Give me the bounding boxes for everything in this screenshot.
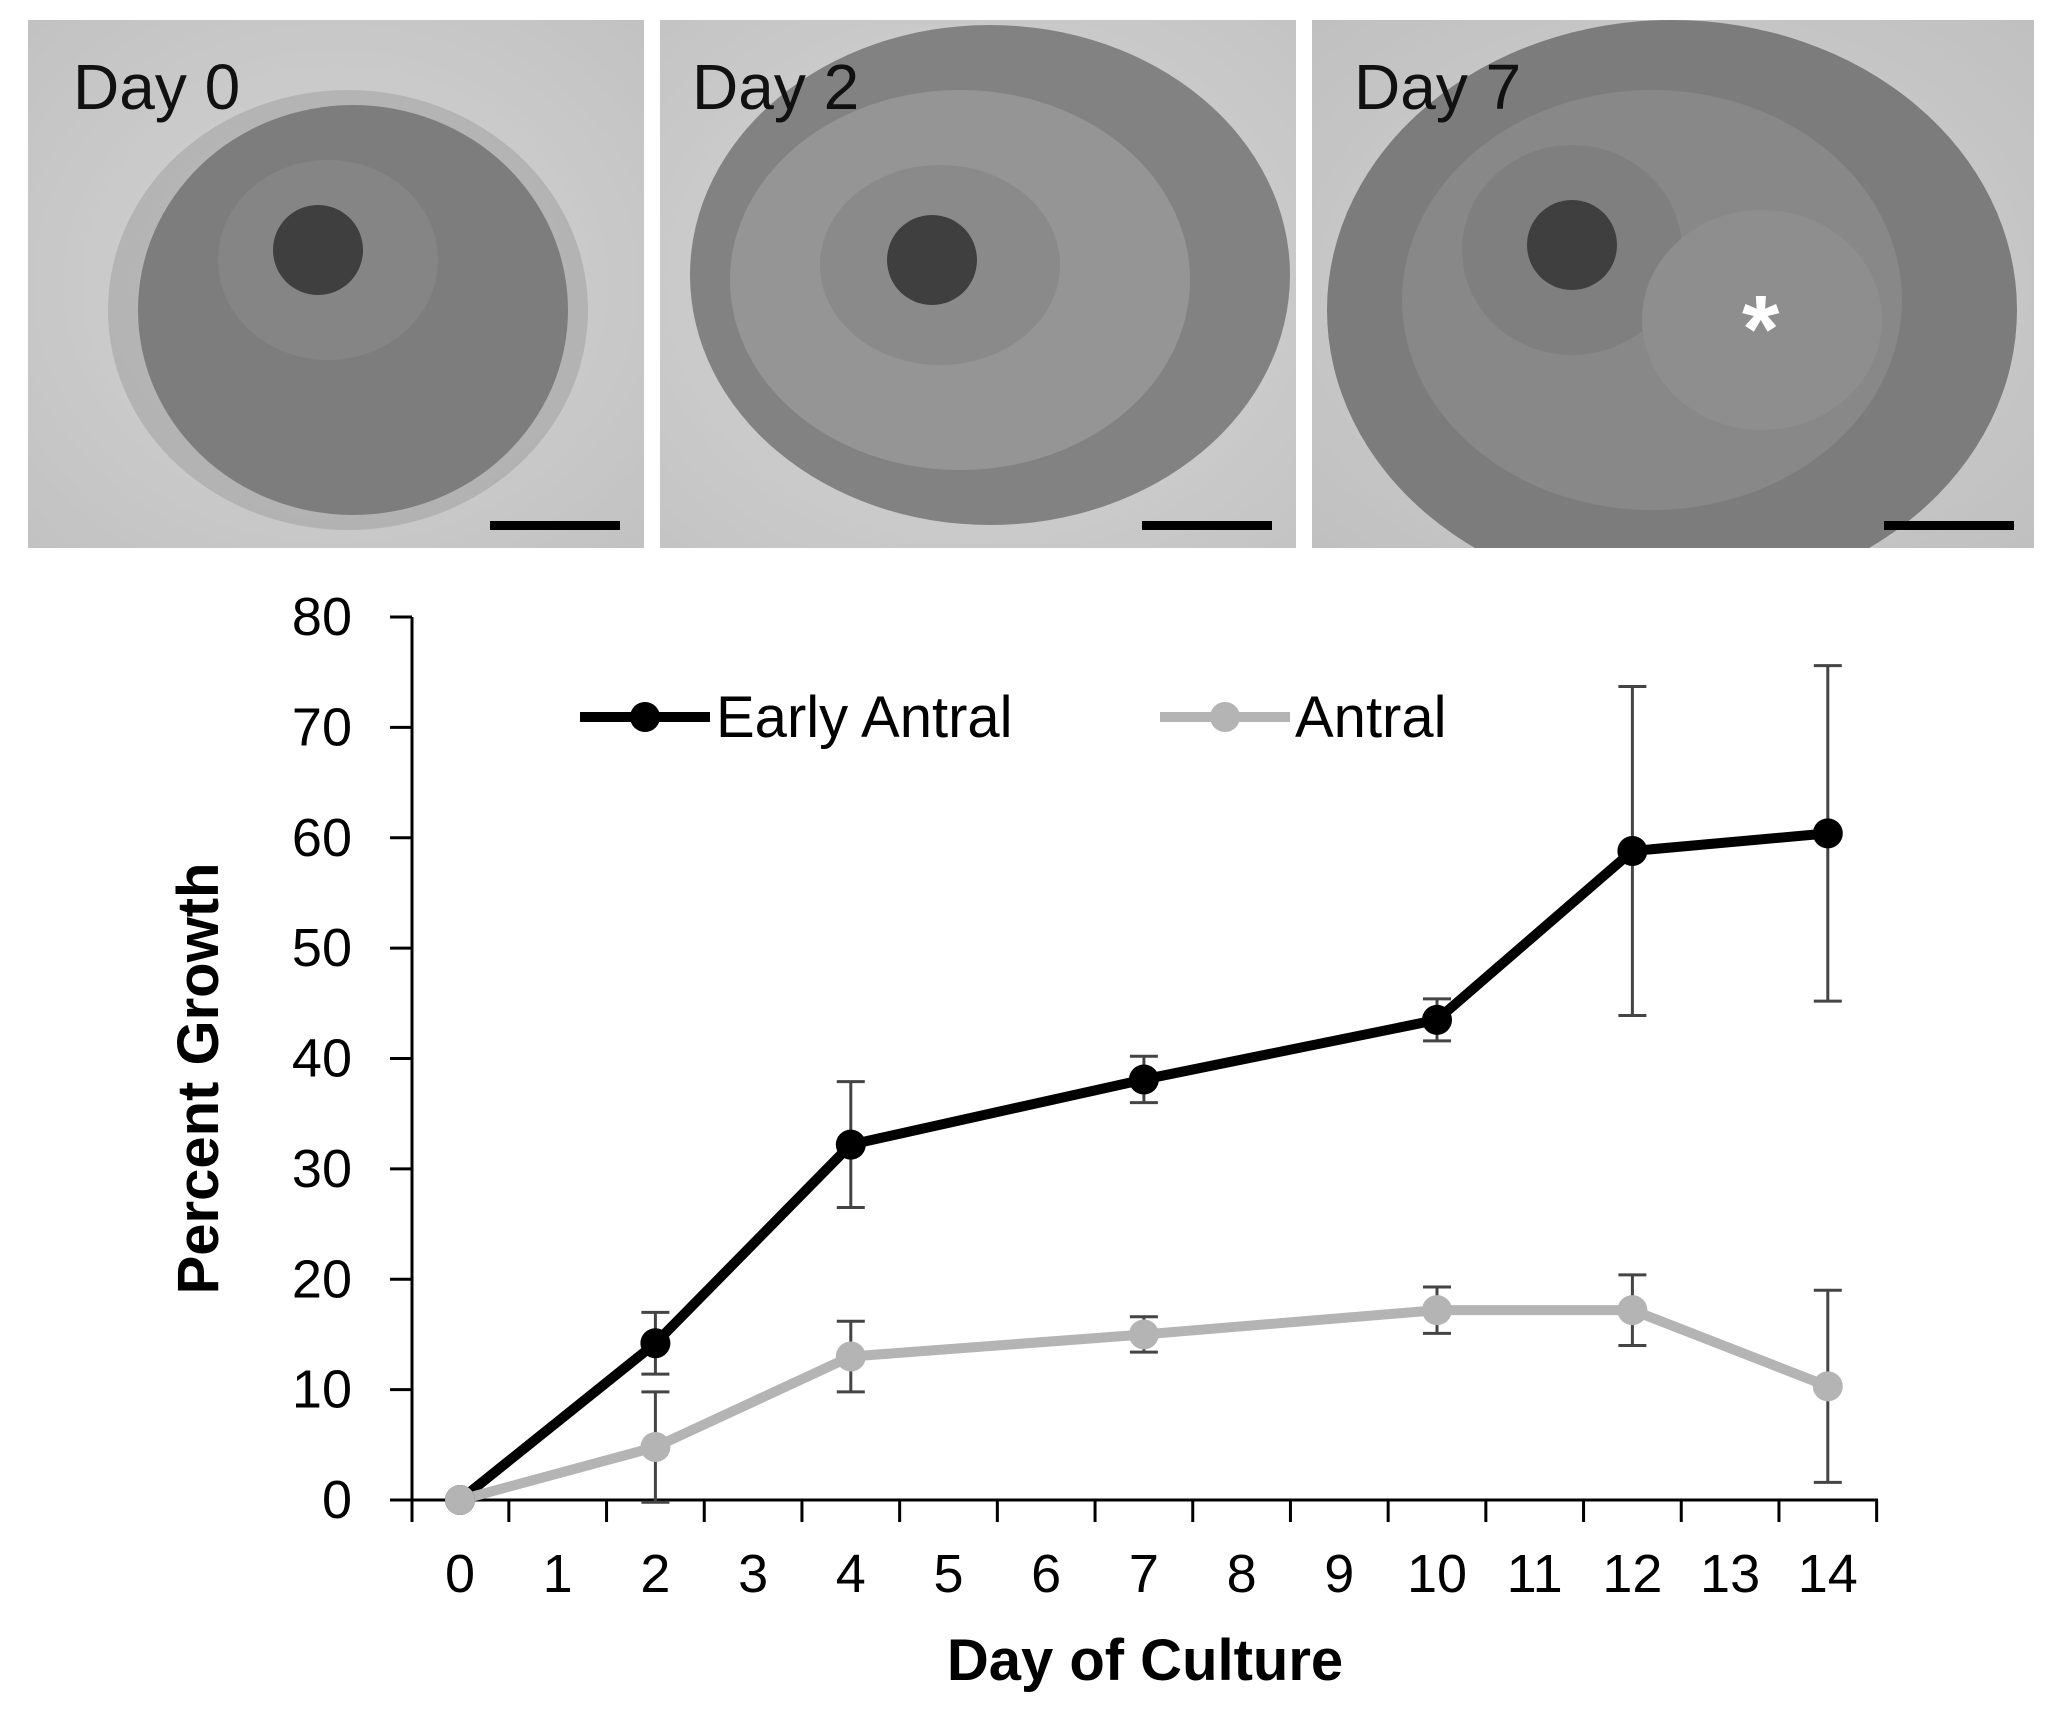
x-tick-label: 6 [1031, 1544, 1061, 1604]
panel-label: Day 2 [692, 51, 860, 123]
y-tick-label: 30 [292, 1139, 352, 1199]
x-tick-label: 10 [1407, 1544, 1467, 1604]
early-antral-point [835, 1129, 866, 1160]
y-tick-label: 50 [292, 918, 352, 978]
y-tick-label: 40 [292, 1029, 352, 1089]
panel-label: Day 7 [1354, 51, 1522, 123]
x-tick-label: 2 [640, 1544, 670, 1604]
early-antral-line [456, 828, 1829, 1504]
x-tick-label: 11 [1507, 1544, 1563, 1604]
x-tick-label: 8 [1227, 1544, 1257, 1604]
data-points [445, 818, 1843, 1515]
y-tick-label: 0 [322, 1470, 352, 1530]
x-tick-label: 1 [543, 1544, 573, 1604]
y-axis-title: Percent Growth [166, 863, 231, 1295]
early-antral-point [1422, 1004, 1452, 1035]
scale-bar [1142, 521, 1272, 530]
y-tick-label: 60 [292, 808, 352, 868]
early-antral-point [1617, 835, 1648, 866]
antrum-asterisk-marker: * [1742, 276, 1780, 383]
x-axis-title: Day of Culture [947, 1628, 1343, 1693]
x-tick-label: 5 [933, 1544, 963, 1604]
y-tick-label: 80 [292, 587, 352, 647]
y-tick-label: 70 [292, 697, 352, 757]
x-tick-label: 13 [1700, 1544, 1760, 1604]
follicle-image [28, 20, 644, 548]
antral-point [1617, 1295, 1648, 1326]
antral-point [640, 1432, 671, 1463]
legend-antral-label: Antral [1295, 685, 1447, 750]
legend: Early Antral Antral [580, 685, 1447, 750]
antral-point [1422, 1295, 1452, 1326]
legend-early-antral-marker [630, 702, 660, 732]
follicle-image [1312, 20, 2034, 548]
scale-bar [490, 521, 620, 530]
early-antral-point [1128, 1064, 1159, 1095]
antral-point [445, 1485, 475, 1515]
x-tick-label: 14 [1798, 1544, 1858, 1604]
x-tick-label: 4 [836, 1544, 866, 1604]
series-lines [456, 828, 1830, 1505]
error-bars [641, 664, 1842, 1504]
antral-point [1812, 1371, 1843, 1402]
early-antral-point [640, 1328, 671, 1359]
x-tick-label: 0 [445, 1544, 475, 1604]
panel-label: Day 0 [73, 51, 241, 123]
micrograph-panel-day-0: Day 0 [28, 20, 644, 548]
antral-point [835, 1341, 866, 1372]
early-antral-point [1812, 818, 1843, 849]
scale-bar [1884, 521, 2014, 530]
micrograph-panel-day-2: Day 2 [660, 20, 1296, 548]
y-tick-label: 10 [292, 1360, 352, 1420]
legend-antral-marker [1210, 702, 1240, 732]
legend-early-antral-label: Early Antral [716, 685, 1013, 750]
x-tick-label: 3 [738, 1544, 768, 1604]
y-tick-label: 20 [292, 1249, 352, 1309]
follicle-image [660, 20, 1296, 548]
micrograph-panel-day-7: Day 7 * [1312, 20, 2034, 548]
x-tick-label: 9 [1324, 1544, 1354, 1604]
x-tick-label: 12 [1602, 1544, 1662, 1604]
x-tick-label: 7 [1129, 1544, 1159, 1604]
antral-point [1128, 1319, 1159, 1350]
